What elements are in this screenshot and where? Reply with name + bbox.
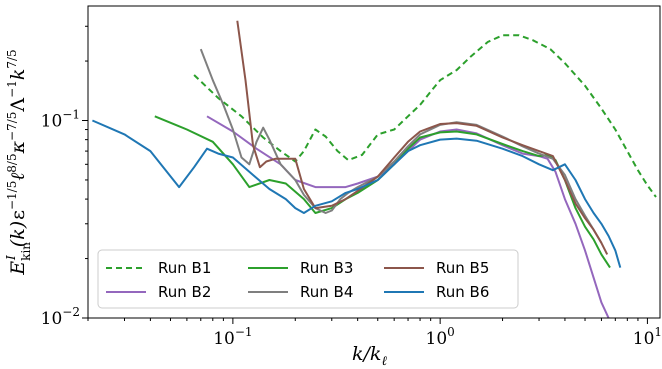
ticks-layer: 10−1 100 101 10−2 10−1 — [41, 25, 662, 349]
legend-label: Run B4 — [300, 283, 353, 301]
legend-item-run-b5: Run B5 — [384, 259, 489, 277]
plot-frame — [87, 5, 661, 319]
legend-label: Run B3 — [300, 259, 353, 277]
series-line-run-b3 — [154, 115, 611, 269]
series-line-run-b5 — [236, 20, 609, 255]
series-line-run-b6 — [92, 119, 622, 268]
series-layer — [92, 20, 657, 318]
legend-item-run-b1: Run B1 — [106, 259, 211, 277]
series-line-run-b4 — [199, 48, 603, 244]
x-axis-label: k/kℓ — [352, 343, 387, 369]
tick-label: 10−1 — [41, 108, 80, 132]
tick-label: 10−1 — [213, 325, 252, 349]
y-axis-label: EkinI(k)ε−1/5ℓ8/5κ−7/5Λ−1k7/5 — [4, 49, 33, 275]
tick-label: 100 — [426, 325, 455, 349]
legend-label: Run B5 — [436, 259, 489, 277]
series-line-run-b1 — [193, 34, 657, 198]
legend-item-run-b4: Run B4 — [248, 283, 353, 301]
legend-item-run-b6: Run B6 — [384, 283, 489, 301]
tick-label: 10−2 — [41, 305, 80, 329]
tick-label: 101 — [633, 325, 662, 349]
legend: Run B1 Run B3 Run B5 Run B2 Run B4 Run B6 — [97, 249, 519, 309]
svg-text:k/kℓ: k/kℓ — [352, 343, 387, 369]
legend-label: Run B6 — [436, 283, 489, 301]
legend-box — [97, 249, 519, 309]
svg-text:EkinI(k)ε−1/5ℓ8/5κ−7/5Λ−1k7/5: EkinI(k)ε−1/5ℓ8/5κ−7/5Λ−1k7/5 — [4, 49, 33, 275]
legend-item-run-b2: Run B2 — [106, 283, 211, 301]
legend-item-run-b3: Run B3 — [248, 259, 353, 277]
legend-label: Run B1 — [158, 259, 211, 277]
legend-label: Run B2 — [158, 283, 211, 301]
